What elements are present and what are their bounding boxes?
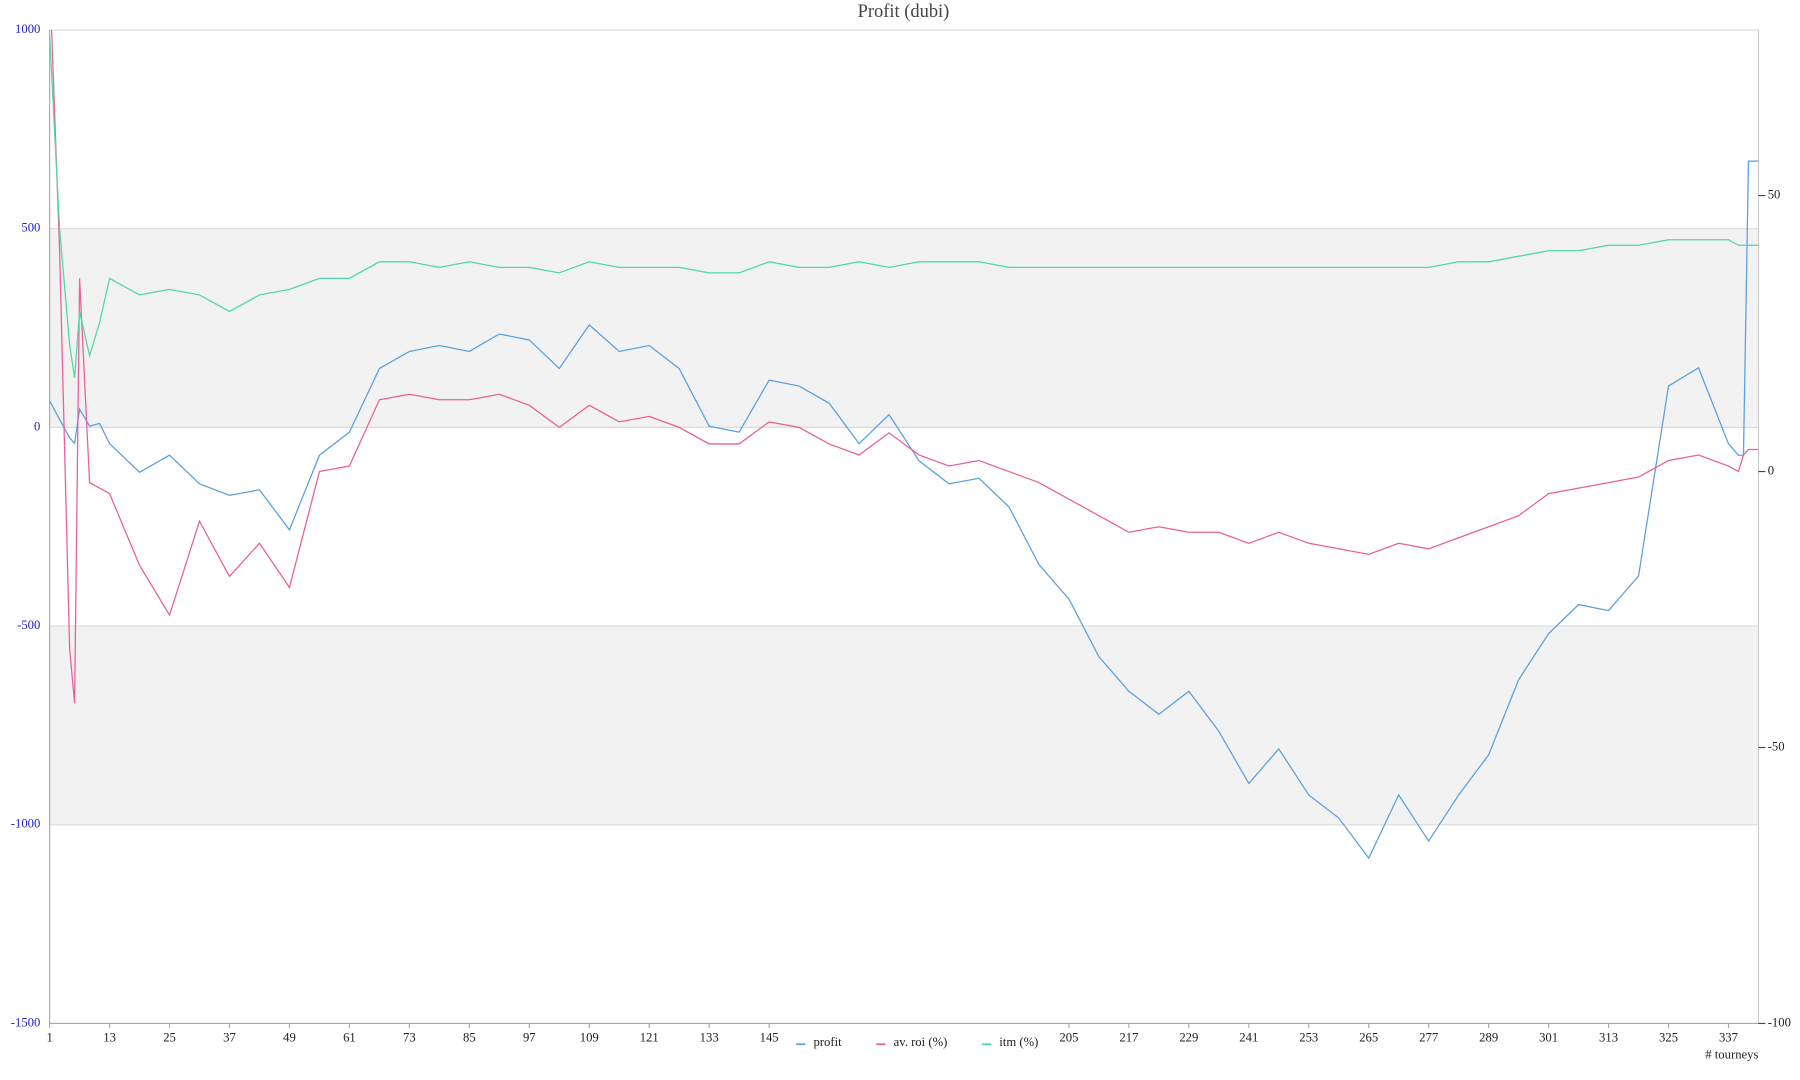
x-tick-label: 205 [1059, 1030, 1078, 1044]
x-tick-label: 85 [463, 1030, 476, 1044]
grid-band [49, 228, 1759, 428]
x-tick-label: 241 [1239, 1030, 1258, 1044]
x-tick-label: 145 [760, 1030, 779, 1044]
chart-title: Profit (dubi) [858, 1, 950, 22]
y2-tick-label: 0 [1768, 463, 1774, 477]
x-tick-label: 289 [1479, 1030, 1498, 1044]
x-tick-label: 25 [163, 1030, 176, 1044]
x-tick-label: 73 [403, 1030, 416, 1044]
x-tick-label: 301 [1539, 1030, 1558, 1044]
legend-label: av. roi (%) [894, 1035, 948, 1049]
x-tick-label: 1 [46, 1030, 52, 1044]
y-tick-label: 0 [34, 419, 40, 433]
x-tick-label: 13 [103, 1030, 116, 1044]
x-tick-label: 253 [1299, 1030, 1318, 1044]
x-tick-label: 97 [523, 1030, 536, 1044]
y-tick-label: -1500 [11, 1015, 41, 1029]
y2-tick-label: -50 [1768, 739, 1785, 753]
x-tick-label: 229 [1179, 1030, 1198, 1044]
series-line [49, 35, 1759, 378]
x-axis-label: # tourneys [1705, 1048, 1758, 1062]
y-tick-label: 500 [21, 221, 40, 235]
x-tick-label: 217 [1119, 1030, 1138, 1044]
x-tick-label: 109 [580, 1030, 599, 1044]
y-tick-label: -500 [17, 618, 40, 632]
x-tick-label: 325 [1659, 1030, 1678, 1044]
y2-tick-label: -100 [1768, 1015, 1791, 1029]
x-tick-label: 37 [223, 1030, 236, 1044]
y-tick-label: 1000 [15, 22, 40, 36]
series-line [50, 29, 1759, 704]
y-tick-label: -1000 [11, 817, 41, 831]
plot-area [49, 29, 1759, 860]
grid-band [49, 626, 1759, 825]
x-tick-label: 265 [1359, 1030, 1378, 1044]
x-tick-label: 277 [1419, 1030, 1438, 1044]
x-tick-label: 49 [283, 1030, 296, 1044]
x-tick-label: 121 [640, 1030, 659, 1044]
x-tick-label: 61 [343, 1030, 356, 1044]
series-line [49, 160, 1759, 860]
x-tick-label: 133 [700, 1030, 719, 1044]
legend-label: itm (%) [999, 1035, 1038, 1049]
legend-label: profit [813, 1035, 842, 1049]
y2-tick-label: 50 [1768, 187, 1781, 201]
x-tick-label: 337 [1719, 1030, 1738, 1044]
x-tick-label: 313 [1599, 1030, 1618, 1044]
